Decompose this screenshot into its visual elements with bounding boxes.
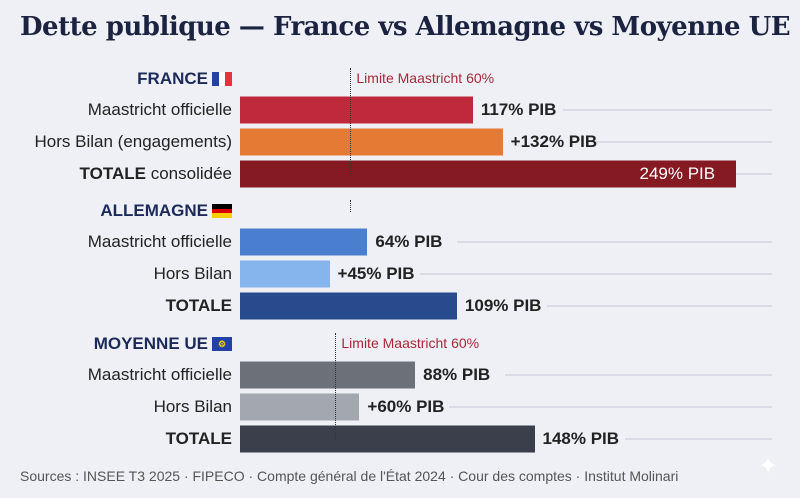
maastricht-limit-line xyxy=(350,200,352,212)
value-label: 249% PIB xyxy=(639,164,716,183)
gridline xyxy=(624,438,772,440)
maastricht-limit-line xyxy=(335,333,337,439)
bar xyxy=(240,292,457,320)
gridline xyxy=(546,305,772,307)
bar-label-text: Maastricht officielle xyxy=(87,232,232,251)
bar-label-text: Maastricht officielle xyxy=(87,100,232,119)
bar-label: TOTALE xyxy=(166,296,232,316)
bar xyxy=(240,361,416,389)
group-header: ALLEMAGNE xyxy=(100,201,232,221)
bar-label-text: Hors Bilan xyxy=(153,264,232,283)
value-label: +60% PIB xyxy=(367,397,445,416)
bar-label: Hors Bilan xyxy=(154,397,232,417)
sparkle-icon: ✦ xyxy=(758,453,779,480)
bar xyxy=(240,128,503,156)
bar-label-bold: TOTALE xyxy=(165,429,232,448)
de-flag-icon xyxy=(212,204,232,219)
group-name: MOYENNE UE xyxy=(93,334,208,353)
maastricht-limit-label: Limite Maastricht 60% xyxy=(356,70,495,86)
group-header: FRANCE xyxy=(137,69,233,89)
bar-label-text: Hors Bilan xyxy=(153,397,232,416)
bar-label: TOTALE consolidée xyxy=(80,164,232,184)
value-label: 109% PIB xyxy=(464,296,542,315)
maastricht-limit-label: Limite Maastricht 60% xyxy=(341,335,480,351)
bar xyxy=(240,160,736,188)
bar-label: Hors Bilan xyxy=(154,264,232,284)
value-label: 117% PIB xyxy=(480,100,557,119)
bar xyxy=(240,228,368,256)
value-label: +132% PIB xyxy=(510,132,598,151)
value-label: +45% PIB xyxy=(337,264,415,283)
eu-flag-icon: ⚙ xyxy=(212,337,232,351)
value-label: 88% PIB xyxy=(423,365,491,384)
group-header: MOYENNE UE ⚙ xyxy=(94,334,232,354)
chart-title: Dette publique — France vs Allemagne vs … xyxy=(20,12,791,42)
bar-label-text: consolidée xyxy=(145,164,232,183)
bar-label-bold: TOTALE xyxy=(79,164,146,183)
group-name: FRANCE xyxy=(137,69,208,88)
gridline xyxy=(735,173,772,175)
gridline xyxy=(562,109,772,111)
bar-label-text: Maastricht officielle xyxy=(87,365,232,384)
maastricht-limit-line xyxy=(350,68,352,174)
gridline xyxy=(505,374,772,376)
group-name: ALLEMAGNE xyxy=(100,201,208,220)
value-label: 148% PIB xyxy=(542,429,620,448)
bar-label: Maastricht officielle xyxy=(88,232,232,252)
gridline xyxy=(457,241,772,243)
bar-label: TOTALE xyxy=(166,429,232,449)
bar xyxy=(240,425,535,453)
gridline xyxy=(419,273,772,275)
bar-label-text: Hors Bilan (engagements) xyxy=(34,132,232,151)
bar xyxy=(240,260,330,288)
sources-footer: Sources : INSEE T3 2025 · FIPECO · Compt… xyxy=(20,468,679,484)
bar xyxy=(240,393,360,421)
bar xyxy=(240,96,473,124)
bar-label: Maastricht officielle xyxy=(88,365,232,385)
fr-flag-icon xyxy=(212,72,233,86)
gridline xyxy=(592,141,772,143)
gridline xyxy=(449,406,772,408)
value-label: 64% PIB xyxy=(375,232,443,251)
bar-label-bold: TOTALE xyxy=(165,296,232,315)
bar-label: Hors Bilan (engagements) xyxy=(35,132,232,152)
bar-label: Maastricht officielle xyxy=(88,100,232,120)
